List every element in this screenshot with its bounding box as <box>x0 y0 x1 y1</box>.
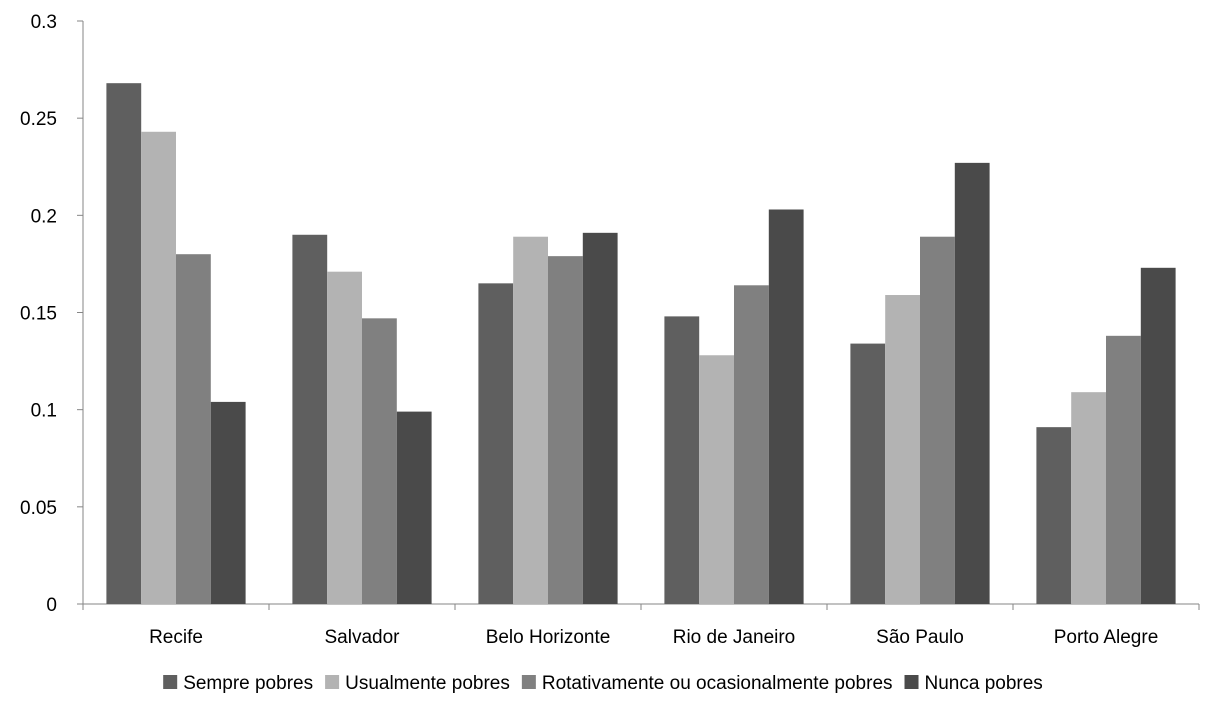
x-category-label: São Paulo <box>876 627 964 648</box>
y-tick-label: 0.15 <box>20 304 57 325</box>
bar <box>850 343 886 604</box>
legend-label: Sempre pobres <box>183 673 313 694</box>
bar <box>1106 335 1141 604</box>
x-category-label: Recife <box>149 627 203 648</box>
bar <box>210 401 246 604</box>
legend: Sempre pobres Usualmente pobres Rotativame… <box>163 673 1043 694</box>
y-tick-label: 0.25 <box>20 109 57 130</box>
bar <box>734 285 769 604</box>
bar <box>920 236 955 604</box>
bar <box>362 318 397 604</box>
x-category-label: Rio de Janeiro <box>673 627 796 648</box>
y-tick-label: 0.2 <box>31 206 57 227</box>
bar <box>664 316 700 604</box>
bar <box>1071 392 1106 604</box>
bar <box>513 236 548 604</box>
bar <box>1036 427 1072 604</box>
x-axis: Recife Salvador Belo Horizonte Rio de Janei… <box>82 603 1200 648</box>
x-category-label: Porto Alegre <box>1054 627 1159 648</box>
bar <box>1140 267 1176 604</box>
bar <box>954 162 990 604</box>
bar <box>548 256 583 604</box>
legend-swatch <box>904 675 919 689</box>
bar <box>478 283 514 604</box>
legend-swatch <box>521 675 536 689</box>
bar <box>141 131 176 604</box>
y-tick-label: 0 <box>46 595 57 616</box>
y-tick-label: 0.05 <box>20 498 57 519</box>
legend-swatch <box>163 675 178 689</box>
y-axis: 0 0.05 0.1 0.15 0.2 0.25 0.3 <box>20 12 84 616</box>
bar <box>582 232 618 604</box>
bars <box>106 83 1176 605</box>
bar <box>396 411 432 604</box>
bar <box>768 209 804 604</box>
bar <box>292 234 328 604</box>
legend-label: Usualmente pobres <box>345 673 510 694</box>
bar <box>106 83 142 605</box>
x-category-label: Belo Horizonte <box>486 627 611 648</box>
bar <box>885 295 920 604</box>
legend-swatch <box>325 675 340 689</box>
bar <box>176 254 211 604</box>
y-tick-label: 0.3 <box>31 12 57 33</box>
legend-label: Nunca pobres <box>925 673 1043 694</box>
bar <box>699 355 734 604</box>
bar <box>327 271 362 604</box>
y-tick-label: 0.1 <box>31 401 57 422</box>
legend-label: Rotativamente ou ocasionalmente pobres <box>542 673 893 694</box>
x-category-label: Salvador <box>325 627 401 648</box>
